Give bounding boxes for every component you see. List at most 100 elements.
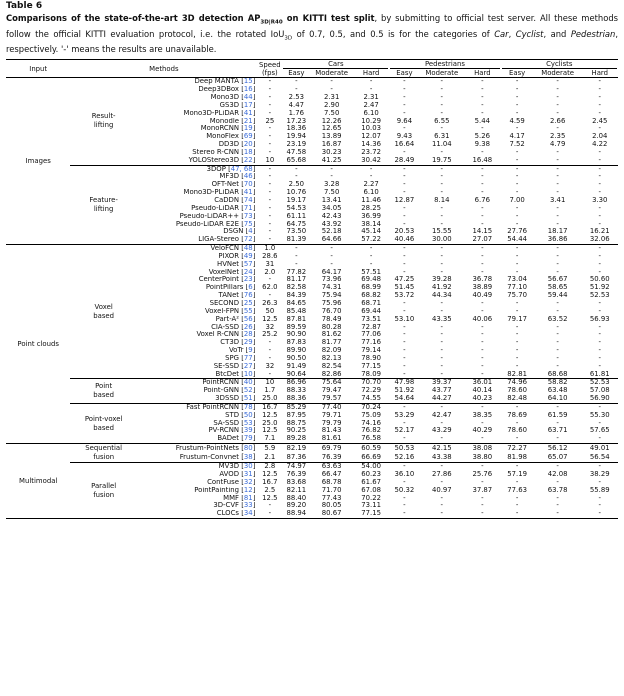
ap-cell-cyc-hard: - <box>581 244 618 253</box>
ap-cell-car-moderate: 82.09 <box>321 347 342 355</box>
ap-cell-cyc-easy: - <box>515 148 519 156</box>
citation-link[interactable]: 55 <box>243 307 253 315</box>
ap-cell-car-easy: 61.11 <box>286 212 307 220</box>
citation-link[interactable]: 49 <box>243 252 253 260</box>
citation-link[interactable]: 81 <box>243 494 253 502</box>
citation-link[interactable]: 71 <box>243 204 253 212</box>
ap-cell-car-hard: 2.27 <box>363 181 379 189</box>
citation-link[interactable]: 25 <box>243 299 253 307</box>
ap-cell-cyc-hard: - <box>598 331 602 339</box>
citation-link[interactable]: 70 <box>243 181 253 189</box>
citation-link[interactable]: 23 <box>243 276 253 284</box>
ap-cell-cyc-easy: 77.63 <box>507 486 528 494</box>
ap-cell-ped-easy: - <box>403 435 406 443</box>
citation-link[interactable]: 40 <box>243 378 253 387</box>
ap-cell-cyc-moderate: - <box>533 402 582 412</box>
citation-link[interactable]: 44 <box>243 94 253 102</box>
citation-link[interactable]: 38 <box>243 453 253 461</box>
citation-link[interactable]: 16 <box>243 86 253 94</box>
ap-cell-ped-easy: - <box>403 125 406 133</box>
citation-link[interactable]: 18 <box>243 148 253 156</box>
citation-link[interactable]: 10 <box>243 370 253 378</box>
table-row: 3D-CVF [33] - 89.20 80.05 73.11 - - - - - - <box>6 502 618 510</box>
citation-link[interactable]: 30 <box>243 462 253 471</box>
method-label: Mono3D <box>210 94 240 102</box>
citation-link[interactable]: 31 <box>243 471 253 478</box>
citation-link[interactable]: 12 <box>243 486 253 494</box>
citation-link[interactable]: 6 <box>248 284 253 292</box>
ap-cell-ped-hard: - <box>481 347 484 355</box>
method-label: CenterPoint <box>198 276 240 284</box>
ap-cell-cyc-moderate: - <box>556 494 559 502</box>
citation-link[interactable]: 15 <box>243 77 253 86</box>
ap-cell-car-hard: 54.00 <box>352 462 390 471</box>
ap-cell-cyc-moderate: - <box>556 94 559 102</box>
citation-link[interactable]: 46 <box>243 173 253 181</box>
method-label: MF3D <box>219 173 240 181</box>
citation-link[interactable]: 80 <box>243 443 253 452</box>
ap-cell-ped-moderate: - <box>419 402 465 412</box>
citation-link[interactable]: 50 <box>243 411 253 419</box>
ap-cell-car-easy: 76.39 <box>286 471 307 478</box>
citation-link[interactable]: 75 <box>243 220 253 228</box>
citation-link[interactable]: 73 <box>243 212 253 220</box>
citation-link[interactable]: 79 <box>243 435 253 443</box>
ap-cell-cyc-hard: - <box>598 494 602 502</box>
header-cars: Cars <box>283 61 389 70</box>
citation-link[interactable]: 78 <box>243 403 253 411</box>
citation-link[interactable]: 47, 68 <box>230 165 253 173</box>
ap-cell-cyc-hard: - <box>598 299 602 307</box>
table-row: CaDDN [74] - 19.17 13.41 11.46 12.87 8.14 6.76 7… <box>6 197 618 205</box>
citation-link[interactable]: 27 <box>243 362 253 370</box>
citation-link[interactable]: 48 <box>243 244 253 253</box>
citation-link[interactable]: 74 <box>243 197 253 204</box>
citation-link[interactable]: 19 <box>243 125 253 133</box>
citation-link[interactable]: 34 <box>243 510 253 518</box>
citation-link[interactable]: 4 <box>248 228 253 236</box>
ap-cell-cyc-hard: 51.92 <box>589 284 610 292</box>
citation-link[interactable]: 51 <box>243 395 253 403</box>
citation-link[interactable]: 33 <box>243 502 253 510</box>
speed-cell: - <box>268 502 272 510</box>
citation-link[interactable]: 57 <box>243 260 253 268</box>
ap-cell-cyc-easy: - <box>515 435 519 443</box>
group-label: Parallel fusion <box>70 462 137 520</box>
method-label: 3DOP <box>206 165 226 173</box>
citation-link[interactable]: 28 <box>243 331 253 339</box>
citation-link[interactable]: 17 <box>243 101 253 109</box>
citation-link[interactable]: 53 <box>243 419 253 427</box>
method-name: ContFuse [32] <box>207 478 256 486</box>
citation-link[interactable]: 41 <box>243 189 253 197</box>
ap-cell-cyc-easy: 4.59 <box>509 117 525 125</box>
ap-cell-ped-easy: 9.43 <box>396 133 413 141</box>
citation-link[interactable]: 21 <box>243 117 253 125</box>
citation-link[interactable]: 77 <box>243 354 253 362</box>
method-name: MonoFlex [69] <box>206 133 256 141</box>
ap-cell-car-moderate: 66.47 <box>321 471 342 478</box>
ap-cell-cyc-moderate: - <box>556 502 559 510</box>
citation-link[interactable]: 32 <box>243 478 253 486</box>
citation-link[interactable]: 9 <box>248 347 253 355</box>
ap-cell-ped-moderate: 15.55 <box>431 228 452 236</box>
ap-cell-ped-easy: 52.17 <box>394 427 415 435</box>
citation-link[interactable]: 39 <box>243 427 253 435</box>
ap-cell-ped-easy: - <box>403 307 406 315</box>
citation-link[interactable]: 20 <box>243 141 253 149</box>
citation-link[interactable]: 76 <box>243 292 253 300</box>
citation-link[interactable]: 72 <box>243 236 253 244</box>
header-car-hard: Hard <box>352 69 390 79</box>
ap-cell-cyc-moderate: - <box>556 189 559 197</box>
ap-cell-ped-hard: 40.49 <box>472 292 493 300</box>
citation-link[interactable]: 24 <box>243 268 253 276</box>
citation-link[interactable]: 69 <box>243 133 253 141</box>
citation-link[interactable]: 41 <box>243 109 253 117</box>
citation-link[interactable]: 52 <box>243 387 253 395</box>
citation-link[interactable]: 26 <box>243 323 253 331</box>
ap-cell-cyc-easy: 75.70 <box>507 292 528 300</box>
ap-cell-car-easy: 87.81 <box>286 315 307 323</box>
citation-link[interactable]: 22 <box>243 156 253 164</box>
citation-link[interactable]: 56 <box>243 315 253 323</box>
table-row: VoxelNet [24] 2.0 77.82 64.17 57.51 - - - - - - <box>6 269 618 277</box>
ap-cell-car-hard: - <box>369 77 373 86</box>
citation-link[interactable]: 29 <box>243 339 253 347</box>
